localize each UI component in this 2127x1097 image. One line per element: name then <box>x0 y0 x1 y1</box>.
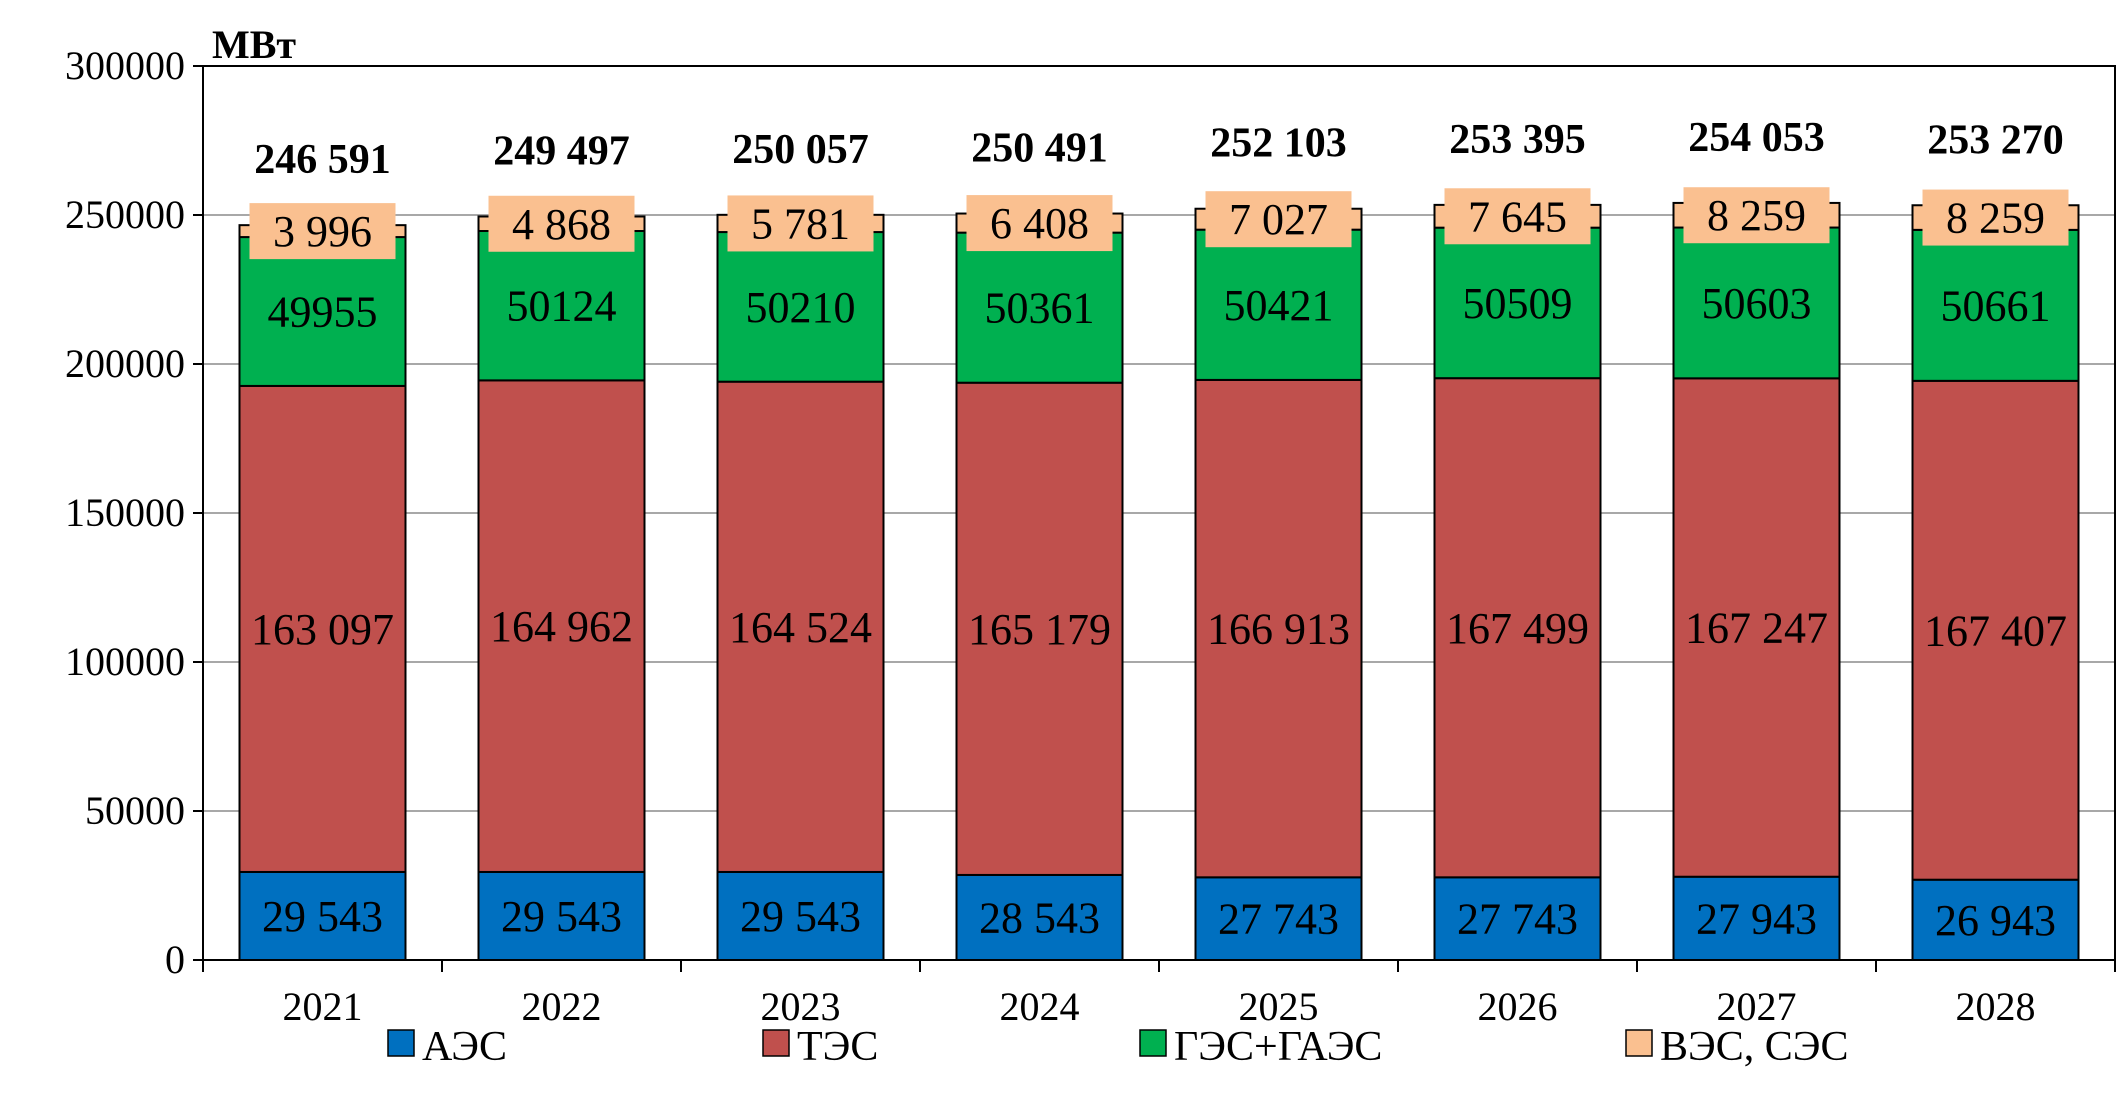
bar-segment-2026-1 <box>1433 377 1602 879</box>
total-label: 253 270 <box>1927 117 2064 163</box>
data-label: 50361 <box>985 284 1095 333</box>
legend-swatch <box>762 1029 790 1057</box>
total-label: 252 103 <box>1210 121 1347 167</box>
data-label: 5 781 <box>751 199 850 248</box>
data-label: 50661 <box>1941 281 2051 330</box>
data-label: 167 247 <box>1685 604 1828 653</box>
data-label: 7 027 <box>1229 195 1328 244</box>
data-labels: 29 543 163 097 49955 3 996 246 591 29 543 164 … <box>249 115 2069 945</box>
data-label-box <box>1922 189 2069 246</box>
y-tick-label: 300000 <box>65 43 185 88</box>
x-tick-label: 2021 <box>283 984 363 1029</box>
data-label-box <box>1205 191 1352 248</box>
bar-segment-2021-0 <box>238 870 407 961</box>
bar-segment-2028-2 <box>1911 228 2080 382</box>
x-tick-label: 2023 <box>761 984 841 1029</box>
data-label-box <box>966 195 1113 252</box>
bar-segment-2021-1 <box>238 384 407 873</box>
x-tick-label: 2022 <box>522 984 602 1029</box>
data-label: 167 407 <box>1924 606 2067 655</box>
data-label: 165 179 <box>968 605 1111 654</box>
y-tick-label: 250000 <box>65 192 185 237</box>
x-tick-label: 2027 <box>1717 984 1797 1029</box>
bar-segment-2023-0 <box>716 870 885 961</box>
data-label: 8 259 <box>1946 194 2045 243</box>
data-label: 6 408 <box>990 199 1089 248</box>
legend-swatch <box>1625 1029 1653 1057</box>
data-label: 28 543 <box>979 893 1100 942</box>
y-tick-label: 100000 <box>65 639 185 684</box>
total-label: 246 591 <box>254 137 391 183</box>
bar-segment-2022-1 <box>477 379 646 873</box>
data-label: 8 259 <box>1707 191 1806 240</box>
x-tick-label: 2025 <box>1239 984 1319 1029</box>
bar-segment-2022-2 <box>477 230 646 382</box>
legend: АЭС ТЭС ГЭС+ГАЭС ВЭС, СЭС <box>387 1024 1849 1070</box>
bar-segment-2027-1 <box>1672 377 1841 878</box>
total-label: 249 497 <box>493 128 630 174</box>
data-label: 3 996 <box>273 207 372 256</box>
bar-segment-2028-1 <box>1911 379 2080 881</box>
unit-label: МВт <box>212 22 296 67</box>
bars <box>238 201 2080 962</box>
bar-segment-2027-0 <box>1672 875 1841 961</box>
bar-segment-2025-0 <box>1194 876 1363 962</box>
data-label: 4 868 <box>512 200 611 249</box>
bar-segment-2028-0 <box>1911 878 2080 961</box>
data-label: 49955 <box>268 287 378 336</box>
data-label: 27 743 <box>1218 895 1339 944</box>
total-label: 254 053 <box>1688 115 1825 161</box>
data-label: 50124 <box>507 282 617 331</box>
y-tick-label: 150000 <box>65 490 185 535</box>
legend-label: АЭС <box>422 1024 507 1070</box>
data-label-box <box>488 195 635 252</box>
y-tick-label: 0 <box>165 937 185 982</box>
data-label: 29 543 <box>262 892 383 941</box>
data-label: 164 524 <box>729 603 872 652</box>
total-label: 250 491 <box>971 126 1108 172</box>
data-label-box <box>727 195 874 252</box>
legend-label: ТЭС <box>797 1024 878 1070</box>
data-label: 167 499 <box>1446 604 1589 653</box>
data-label: 7 645 <box>1468 192 1567 241</box>
bar-segment-2021-2 <box>238 236 407 387</box>
data-label-box <box>1683 187 1830 244</box>
data-label: 29 543 <box>740 892 861 941</box>
data-label: 50210 <box>746 283 856 332</box>
legend-label: ГЭС+ГАЭС <box>1174 1024 1382 1070</box>
bar-segment-2026-2 <box>1433 226 1602 380</box>
x-tick-label: 2024 <box>1000 984 1080 1029</box>
x-tick-label: 2028 <box>1956 984 2036 1029</box>
legend-label: ВЭС, СЭС <box>1660 1024 1849 1070</box>
axes: 0 50000 100000 150000 200000 250000 300000 2021… <box>65 43 2116 1029</box>
data-label: 50421 <box>1224 281 1334 330</box>
data-label: 29 543 <box>501 892 622 941</box>
data-label: 164 962 <box>490 602 633 651</box>
data-label: 50603 <box>1702 279 1812 328</box>
bar-segment-2024-1 <box>955 381 1124 876</box>
total-label: 250 057 <box>732 127 869 173</box>
data-label: 27 943 <box>1696 894 1817 943</box>
bar-segment-2023-1 <box>716 380 885 873</box>
data-label: 26 943 <box>1935 896 2056 945</box>
bar-segment-2024-2 <box>955 231 1124 384</box>
bar-segment-2022-0 <box>477 870 646 961</box>
total-label: 253 395 <box>1449 117 1586 163</box>
bar-segment-2023-2 <box>716 231 885 383</box>
y-tick-label: 200000 <box>65 341 185 386</box>
data-label: 50509 <box>1463 279 1573 328</box>
data-label: 166 913 <box>1207 605 1350 654</box>
x-tick-label: 2026 <box>1478 984 1558 1029</box>
y-tick-label: 50000 <box>85 788 185 833</box>
legend-swatch <box>387 1029 415 1057</box>
data-label: 27 743 <box>1457 895 1578 944</box>
data-label: 163 097 <box>251 605 394 654</box>
data-label-box <box>249 203 396 260</box>
data-label-box <box>1444 188 1591 245</box>
bar-segment-2024-0 <box>955 873 1124 961</box>
legend-swatch <box>1139 1029 1167 1057</box>
